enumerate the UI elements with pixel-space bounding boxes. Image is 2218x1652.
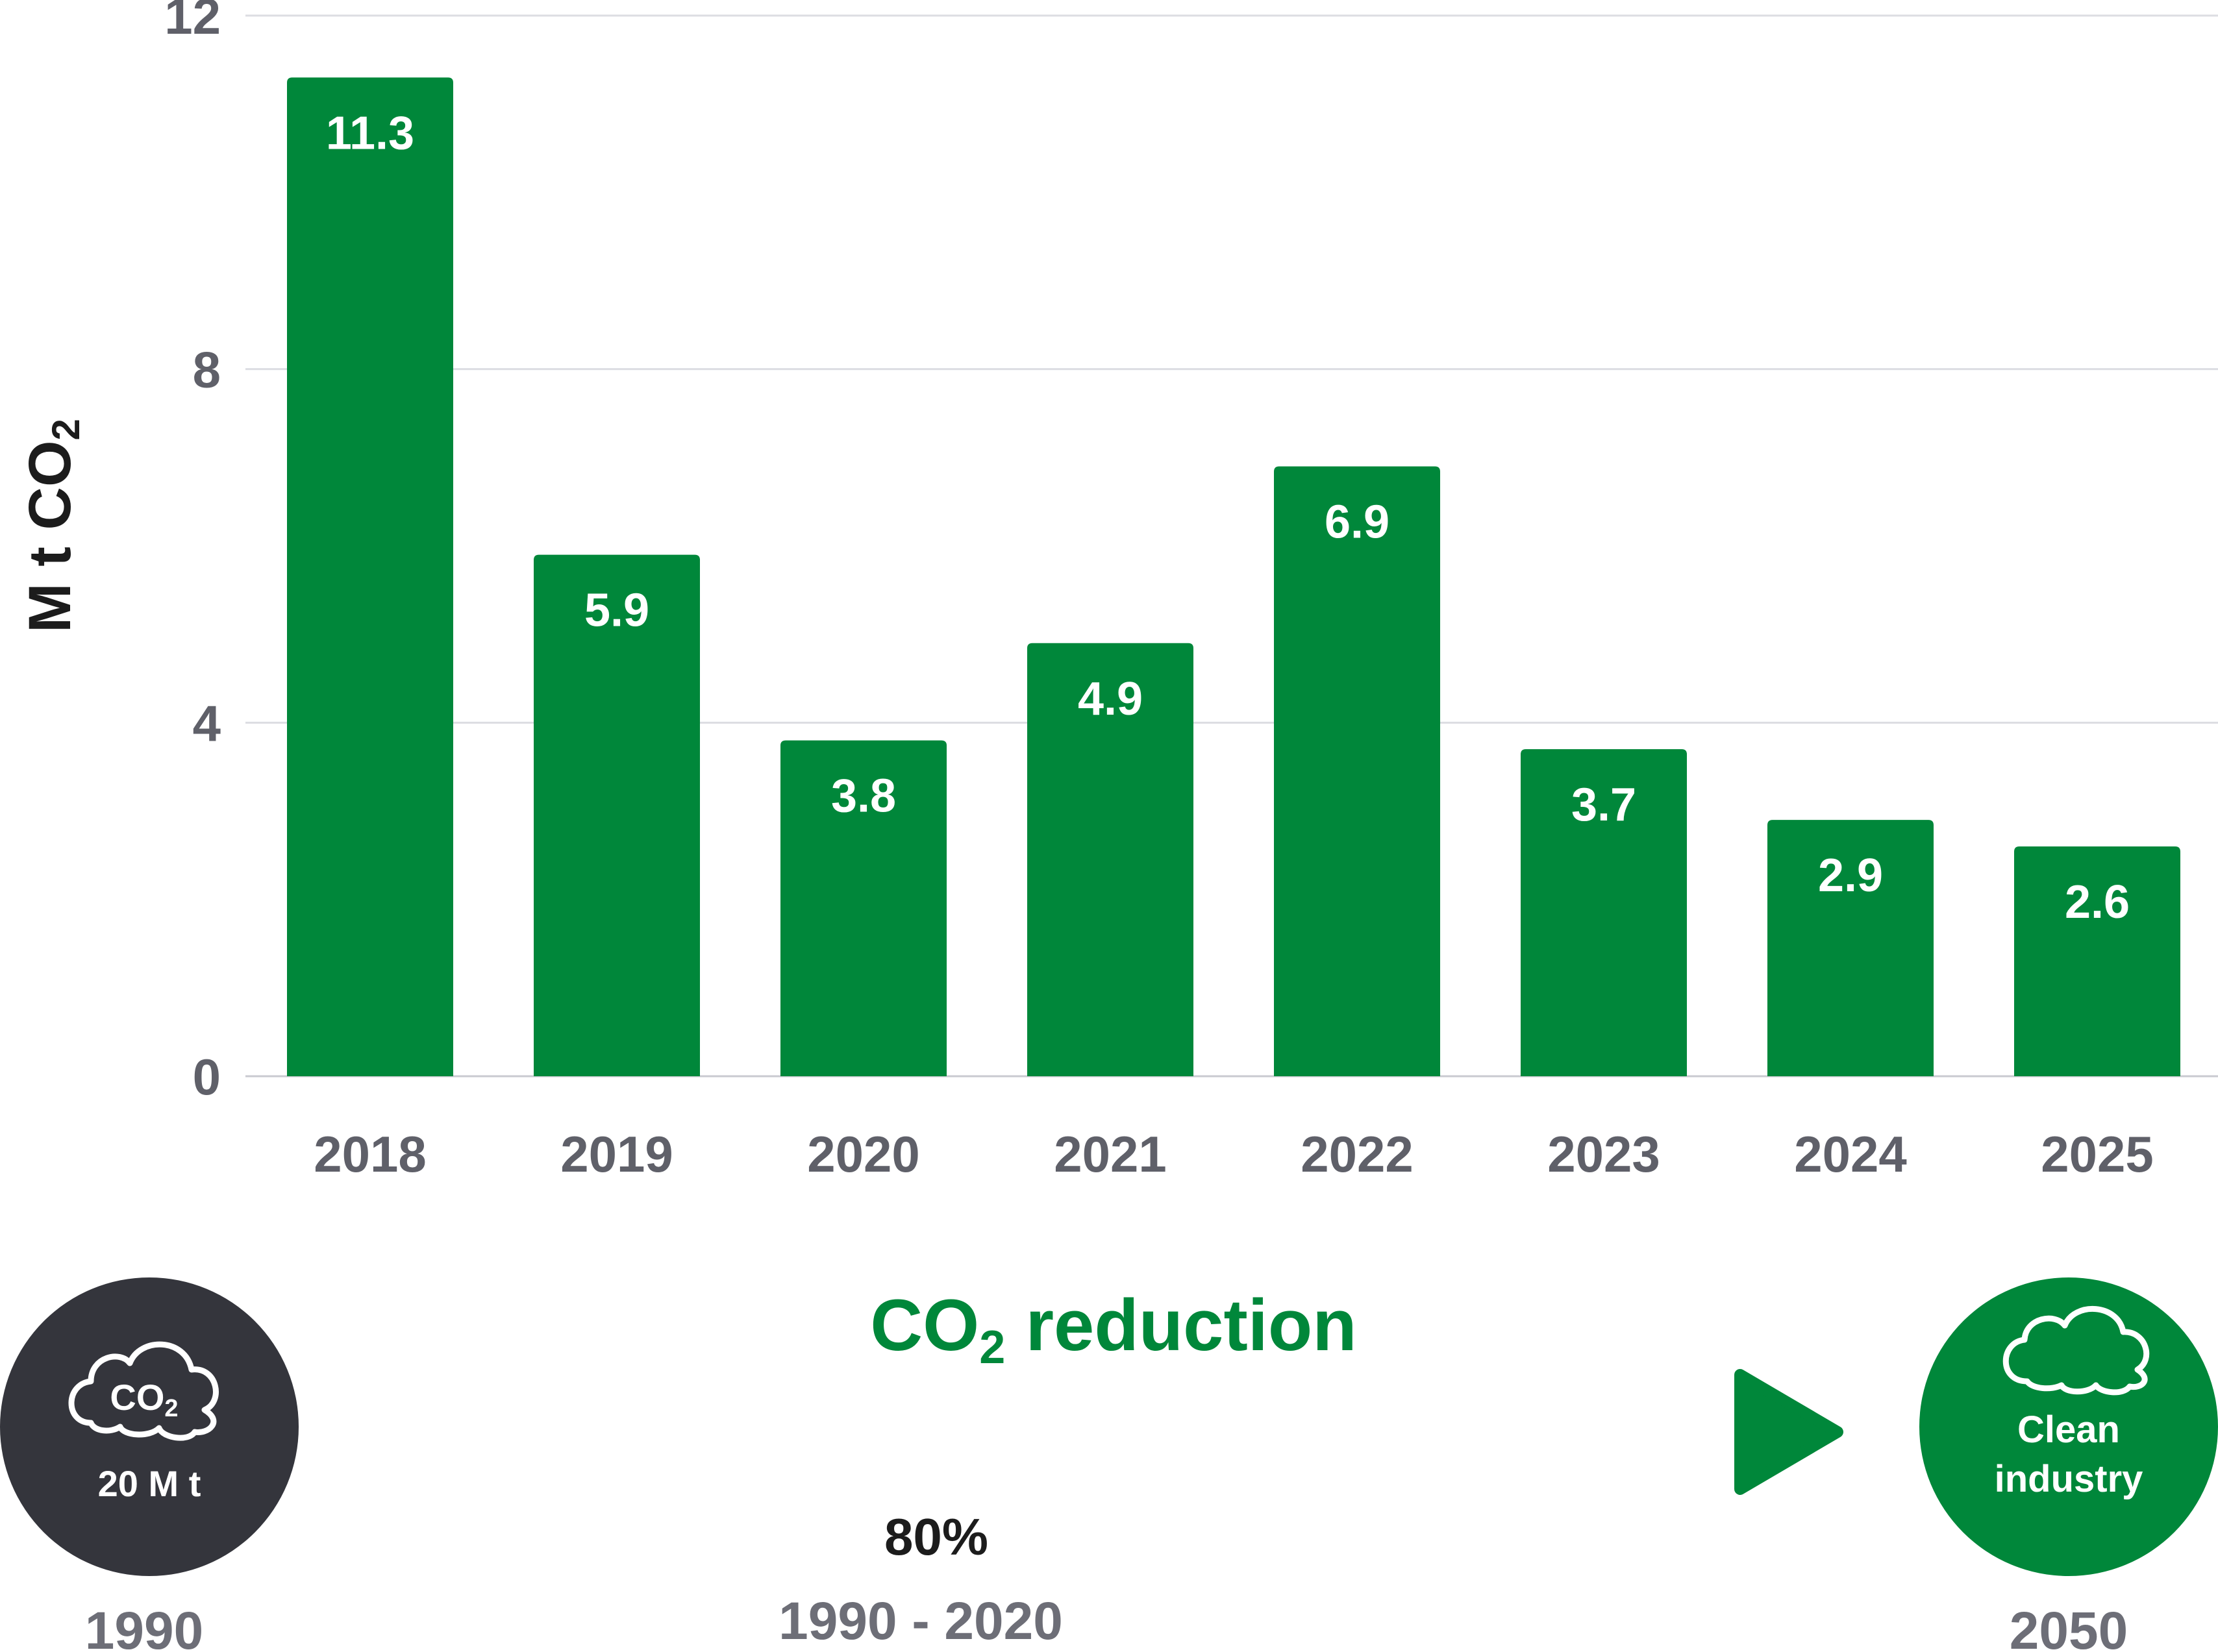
x-tick-label: 2019 bbox=[560, 1126, 673, 1183]
bar bbox=[2014, 846, 2180, 1076]
reduction-period: 1990 - 2020 bbox=[779, 1592, 1063, 1651]
x-tick-label: 2020 bbox=[807, 1126, 920, 1183]
bar bbox=[534, 554, 700, 1076]
x-tick-label: 2021 bbox=[1054, 1126, 1167, 1183]
y-axis-title: M t CO2 bbox=[17, 419, 88, 633]
start-year: 1990 bbox=[85, 1601, 203, 1652]
end-circle bbox=[1919, 1277, 2218, 1576]
x-tick-label: 2022 bbox=[1301, 1126, 1414, 1183]
end-year: 2050 bbox=[2010, 1601, 2128, 1652]
bar-value-label: 2.9 bbox=[1818, 850, 1883, 902]
x-tick-label: 2018 bbox=[314, 1126, 427, 1183]
y-tick-label: 0 bbox=[193, 1048, 221, 1105]
reduction-percent: 80% bbox=[884, 1508, 988, 1566]
bar-value-label: 5.9 bbox=[584, 585, 649, 637]
bar bbox=[1767, 820, 1934, 1076]
bar-value-label: 3.7 bbox=[1571, 779, 1636, 831]
reduction-title: CO2 reduction bbox=[870, 1285, 1356, 1374]
end-label-line2: industry bbox=[1995, 1458, 2143, 1500]
start-1990-node: CO2 20 M t bbox=[0, 1277, 299, 1576]
y-tick-label: 8 bbox=[193, 341, 221, 399]
bar-value-label: 4.9 bbox=[1078, 673, 1143, 725]
clean-cloud-icon bbox=[2002, 1305, 2150, 1396]
reduction-arrow-head bbox=[1734, 1369, 1843, 1495]
bar bbox=[1274, 466, 1440, 1076]
y-axis-ticks: 0 4 8 12 bbox=[164, 0, 221, 1105]
bar-value-label: 6.9 bbox=[1325, 496, 1389, 548]
x-tick-label: 2025 bbox=[2041, 1126, 2154, 1183]
start-value: 20 M t bbox=[98, 1463, 201, 1504]
co2-cloud-icon bbox=[68, 1341, 219, 1441]
bar bbox=[780, 740, 947, 1076]
bar bbox=[1027, 643, 1193, 1076]
end-2050-node: Clean industry bbox=[1919, 1277, 2218, 1576]
bar bbox=[287, 77, 453, 1077]
bar-value-label: 3.8 bbox=[831, 771, 896, 822]
bar-value-labels: 11.3 5.9 3.8 4.9 6.9 3.7 2.9 2.6 bbox=[326, 107, 2130, 928]
end-label-line1: Clean bbox=[2017, 1409, 2120, 1451]
bar-value-label: 11.3 bbox=[326, 107, 414, 159]
y-tick-label: 12 bbox=[164, 0, 221, 45]
bar bbox=[1521, 749, 1687, 1076]
y-tick-label: 4 bbox=[193, 695, 221, 752]
x-tick-label: 2024 bbox=[1794, 1126, 1907, 1183]
x-tick-label: 2023 bbox=[1547, 1126, 1660, 1183]
bar-series bbox=[287, 77, 2180, 1077]
x-axis-ticks: 2018 2019 2020 2021 2022 2023 2024 2025 bbox=[314, 1126, 2154, 1183]
start-circle bbox=[0, 1277, 299, 1576]
bar-value-label: 2.6 bbox=[2065, 876, 2130, 928]
